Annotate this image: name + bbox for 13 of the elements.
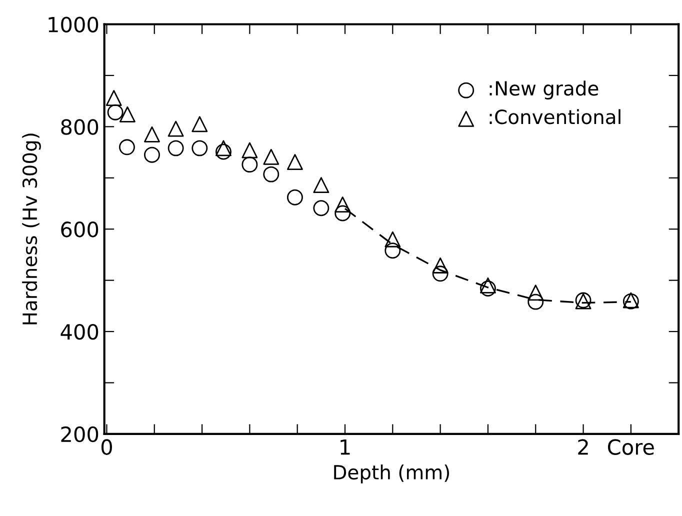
- x-tick-label: 0: [101, 439, 112, 455]
- legend-label: :Conventional: [490, 109, 620, 124]
- y-tick-label: 800: [61, 119, 98, 135]
- y-tick-label: 200: [61, 426, 98, 442]
- y-axis-title: Hardness (Hv 300g): [22, 134, 41, 324]
- x-tick-label: 1: [340, 439, 350, 455]
- y-tick-label: 1000: [48, 16, 98, 32]
- x-tick-label: Core: [608, 439, 654, 455]
- y-tick-label: 600: [61, 222, 98, 238]
- x-tick-label: 2: [578, 439, 588, 455]
- x-axis-title: Depth (mm): [334, 464, 450, 484]
- legend-label: :New grade: [490, 80, 598, 100]
- y-tick-label: 400: [60, 324, 98, 340]
